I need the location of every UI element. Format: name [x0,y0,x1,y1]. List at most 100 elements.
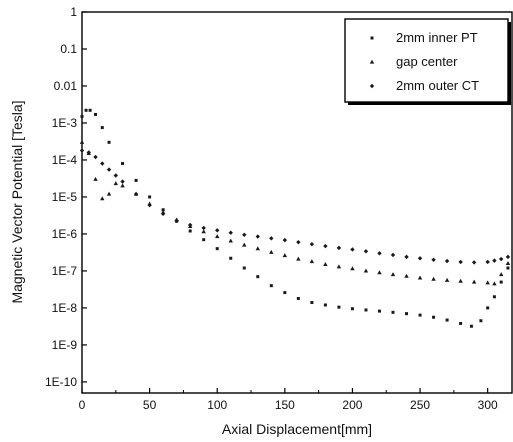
data-point [485,280,490,285]
data-point [79,148,85,153]
data-point [363,268,369,273]
data-point [282,237,288,243]
legend-label-gap-center: gap center [396,54,458,69]
data-point [431,276,436,281]
data-point [479,319,483,323]
data-point [100,196,105,201]
data-point [255,234,260,239]
data-point [296,296,300,300]
data-point [323,243,328,249]
data-point [242,266,246,270]
data-point [432,315,436,319]
y-axis-ticks: 1 0.1 0.01 1E-3 1E-4 1E-5 1E-6 1E-7 1E-8 1E-9 1E-1… [45,5,87,389]
data-point [377,270,382,275]
data-point [282,253,288,258]
data-point [471,279,477,284]
legend-marker [369,83,375,89]
data-point [229,256,233,260]
data-point [80,114,84,118]
data-point [492,295,496,299]
y-axis-title: Magnetic Vector Potential [Tesla] [9,100,25,303]
plot-frame [81,11,513,394]
y-tick-label: 1E-9 [52,338,78,352]
data-point [485,259,490,265]
data-point [417,256,423,261]
data-point [93,176,98,181]
data-point [444,258,450,264]
y-tick-label: 1E-4 [52,153,78,167]
data-point [417,275,423,280]
data-point [336,264,342,269]
legend-markers [369,36,375,89]
legend-label-inner-pt: 2mm inner PT [396,30,478,45]
data-point [404,254,409,260]
data-point [215,247,219,251]
data-point [377,309,381,313]
data-point [445,318,449,322]
data-point [202,238,206,242]
y-tick-label: 0.01 [54,79,78,93]
data-point [350,266,355,271]
data-point [390,272,396,277]
data-point [160,211,166,217]
data-point [404,273,409,278]
data-point [242,242,247,247]
data-point [79,139,85,144]
data-point [444,277,450,282]
series-2-points [79,148,511,265]
y-tick-label: 1E-5 [52,190,78,204]
data-point [106,191,112,196]
data-point [458,259,463,265]
data-point [148,195,152,199]
y-tick-label: 0.1 [60,42,77,56]
data-points [79,108,511,328]
x-axis-title: Axial Displacement[mm] [222,421,372,437]
data-point [106,167,112,172]
y-tick-label: 1E-6 [52,227,78,241]
data-point [323,262,328,267]
data-point [161,208,165,212]
data-point [469,324,473,328]
data-point [492,281,497,286]
x-tick-label: 200 [342,398,362,412]
data-point [350,307,354,311]
data-point [458,278,463,283]
data-point [86,150,91,155]
data-point [309,241,315,247]
data-point [492,258,497,263]
data-point [336,245,342,251]
data-point [506,266,510,270]
data-point [147,202,152,208]
data-point [121,162,125,166]
data-point [310,301,314,305]
data-point [174,218,179,223]
data-point [215,234,220,239]
data-point [309,259,315,264]
legend-marker [369,59,375,64]
data-point [242,232,247,237]
data-point [431,257,436,262]
data-point [256,275,260,279]
x-tick-label: 0 [79,398,86,412]
data-point [459,321,463,325]
data-point [498,272,504,277]
series-0-points [80,108,510,328]
data-point [363,249,369,254]
data-point [296,256,301,261]
data-point [269,249,274,254]
data-point [94,112,98,116]
data-point [269,236,274,241]
data-point [390,252,396,258]
data-point [120,183,125,188]
data-point [498,256,504,262]
data-point [255,246,260,251]
data-point [296,239,301,245]
data-point [134,178,138,182]
data-point [107,140,111,144]
data-point [133,191,139,197]
legend: 2mm inner PT gap center 2mm outer CT [344,18,511,105]
x-tick-label: 300 [478,398,498,412]
data-point [215,228,220,233]
data-point [405,312,409,316]
